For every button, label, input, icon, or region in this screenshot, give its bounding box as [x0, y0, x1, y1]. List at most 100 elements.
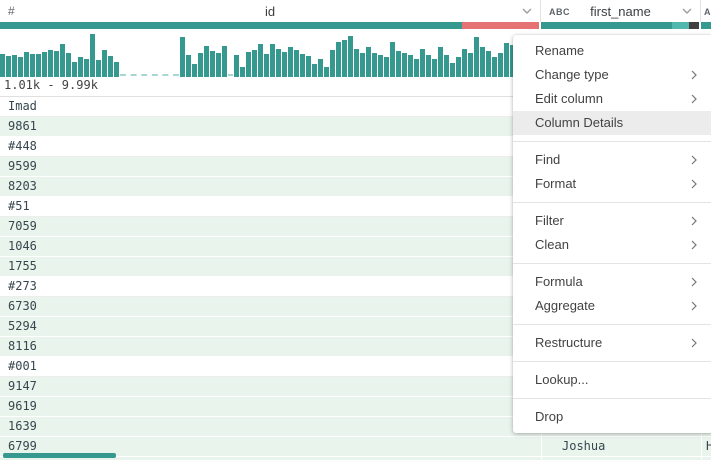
cell-id[interactable]: #51: [0, 197, 542, 216]
histogram-bar[interactable]: [192, 64, 197, 77]
histogram-bar[interactable]: [492, 57, 497, 77]
menu-item-drop[interactable]: Drop: [513, 405, 711, 429]
quality-segment-teal[interactable]: [0, 22, 462, 29]
histogram-bar[interactable]: [396, 51, 401, 77]
menu-item-formula[interactable]: Formula: [513, 270, 711, 294]
cell-id[interactable]: 6730: [0, 297, 542, 316]
histogram-bar[interactable]: [474, 37, 479, 77]
histogram-bar[interactable]: [252, 50, 257, 77]
histogram-bar[interactable]: [354, 49, 359, 77]
histogram-bar[interactable]: [480, 47, 485, 77]
cell-id[interactable]: 8116: [0, 337, 542, 356]
histogram-bar[interactable]: [102, 50, 107, 77]
histogram-bar[interactable]: [96, 60, 101, 77]
histogram-bar[interactable]: [300, 54, 305, 77]
histogram-bar[interactable]: [456, 57, 461, 77]
histogram-bar[interactable]: [450, 63, 455, 77]
histogram-bar[interactable]: [42, 52, 47, 77]
horizontal-scrollbar-thumb[interactable]: [3, 453, 116, 458]
histogram-bar[interactable]: [414, 59, 419, 77]
histogram-bar[interactable]: [186, 55, 191, 77]
histogram-bar[interactable]: [222, 46, 227, 77]
quality-segment-teal[interactable]: [541, 22, 672, 29]
histogram-bar[interactable]: [306, 56, 311, 77]
histogram-bar[interactable]: [378, 55, 383, 77]
cell-id[interactable]: #001: [0, 357, 542, 376]
histogram-bar[interactable]: [54, 51, 59, 77]
histogram-bar[interactable]: [246, 52, 251, 77]
histogram-bar[interactable]: [276, 49, 281, 77]
quality-segment-dark[interactable]: [689, 22, 699, 29]
cell-id[interactable]: 8203: [0, 177, 542, 196]
menu-item-change-type[interactable]: Change type: [513, 63, 711, 87]
histogram-bar[interactable]: [78, 57, 83, 77]
cell-id[interactable]: 9619: [0, 397, 542, 416]
histogram-bar[interactable]: [84, 59, 89, 77]
histogram-bar[interactable]: [90, 34, 95, 77]
cell-id[interactable]: 6799: [0, 437, 542, 456]
menu-item-restructure[interactable]: Restructure: [513, 331, 711, 355]
id-histogram[interactable]: [0, 31, 540, 77]
histogram-bar[interactable]: [48, 50, 53, 77]
histogram-bar[interactable]: [288, 47, 293, 77]
histogram-bar[interactable]: [258, 44, 263, 77]
histogram-bar[interactable]: [294, 50, 299, 77]
cell-id[interactable]: #273: [0, 277, 542, 296]
histogram-bar[interactable]: [30, 54, 35, 77]
histogram-bar[interactable]: [204, 46, 209, 77]
histogram-bar[interactable]: [108, 56, 113, 77]
chevron-down-icon[interactable]: [522, 8, 532, 14]
histogram-bar[interactable]: [420, 49, 425, 77]
cell-id[interactable]: #448: [0, 137, 542, 156]
cell-next-column[interactable]: H: [702, 437, 711, 456]
cell-id[interactable]: 1755: [0, 257, 542, 276]
quality-bar-first-name[interactable]: [541, 22, 699, 29]
quality-segment-teal[interactable]: [701, 22, 711, 29]
cell-id[interactable]: 7059: [0, 217, 542, 236]
chevron-down-icon[interactable]: [682, 8, 692, 14]
histogram-bar[interactable]: [36, 54, 41, 77]
histogram-bar[interactable]: [270, 44, 275, 77]
histogram-bar[interactable]: [264, 54, 269, 77]
menu-item-clean[interactable]: Clean: [513, 233, 711, 257]
histogram-bar[interactable]: [240, 67, 245, 77]
quality-segment-salmon[interactable]: [462, 22, 539, 29]
cell-id[interactable]: 5294: [0, 317, 542, 336]
histogram-bar[interactable]: [72, 62, 77, 77]
histogram-bar[interactable]: [60, 44, 65, 77]
histogram-bar[interactable]: [342, 40, 347, 77]
histogram-bar[interactable]: [348, 36, 353, 77]
menu-item-rename[interactable]: Rename: [513, 39, 711, 63]
menu-item-find[interactable]: Find: [513, 148, 711, 172]
histogram-bar[interactable]: [486, 51, 491, 77]
histogram-bar[interactable]: [390, 42, 395, 77]
histogram-bar[interactable]: [24, 52, 29, 77]
column-header-first-name[interactable]: ABC first_name: [541, 0, 701, 22]
histogram-bar[interactable]: [282, 52, 287, 77]
histogram-bar[interactable]: [402, 53, 407, 77]
histogram-bar[interactable]: [210, 51, 215, 77]
histogram-bar[interactable]: [66, 53, 71, 77]
histogram-bar[interactable]: [468, 53, 473, 77]
histogram-bar[interactable]: [366, 47, 371, 77]
column-header-id[interactable]: # id: [0, 0, 541, 22]
histogram-bar[interactable]: [510, 45, 515, 77]
histogram-bar[interactable]: [12, 55, 17, 77]
cell-id[interactable]: 9599: [0, 157, 542, 176]
histogram-bar[interactable]: [432, 59, 437, 77]
histogram-bar[interactable]: [330, 50, 335, 77]
histogram-bar[interactable]: [216, 53, 221, 77]
histogram-bar[interactable]: [0, 54, 5, 77]
histogram-bar[interactable]: [504, 43, 509, 77]
quality-bar-id[interactable]: [0, 22, 539, 29]
histogram-bar[interactable]: [336, 42, 341, 77]
menu-item-format[interactable]: Format: [513, 172, 711, 196]
histogram-bar[interactable]: [180, 37, 185, 77]
histogram-bar[interactable]: [438, 47, 443, 77]
histogram-bar[interactable]: [498, 53, 503, 77]
histogram-bar[interactable]: [6, 56, 11, 77]
cell-id[interactable]: 9147: [0, 377, 542, 396]
histogram-bar[interactable]: [360, 53, 365, 77]
histogram-bar[interactable]: [372, 53, 377, 77]
menu-item-aggregate[interactable]: Aggregate: [513, 294, 711, 318]
